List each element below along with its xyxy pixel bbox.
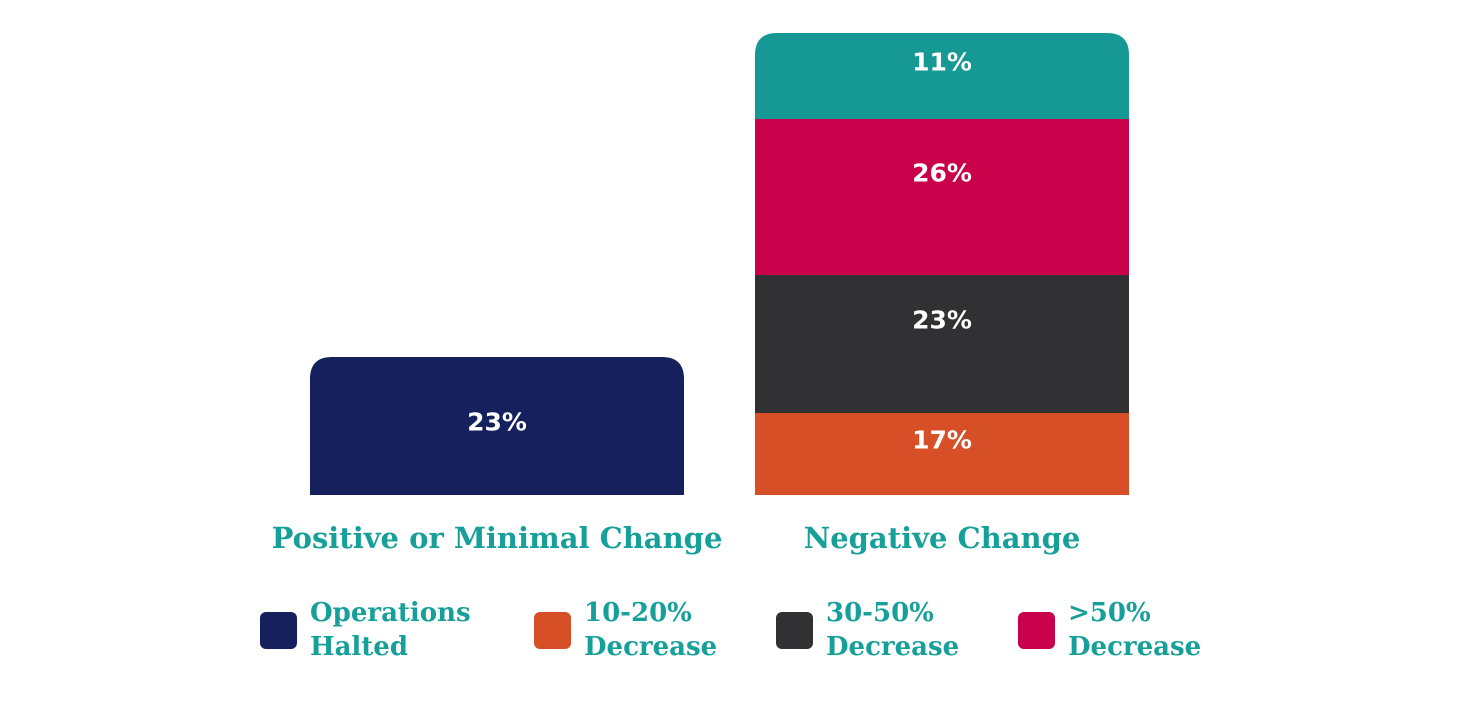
legend-item-10-20-decrease: 10-20% Decrease: [534, 596, 717, 664]
legend-label: >50% Decrease: [1068, 596, 1201, 664]
bar-segment-negative-change-50-decrease: [755, 99, 1129, 275]
segment-labels-group: 23% 17% 23% 26% 11%: [467, 48, 972, 455]
legend-swatch: [534, 612, 571, 649]
legend-label: 10-20% Decrease: [584, 596, 717, 664]
legend-label-line: 10-20%: [584, 598, 692, 628]
legend-label-line: 30-50%: [826, 598, 934, 628]
legend-label: Operations Halted: [310, 596, 471, 664]
legend-item-30-50-decrease: 30-50% Decrease: [776, 596, 959, 664]
legend-label-line: Halted: [310, 632, 409, 662]
data-label: 11%: [912, 48, 972, 77]
bars-group: [310, 33, 1129, 495]
legend-swatch: [776, 612, 813, 649]
legend-label: 30-50% Decrease: [826, 596, 959, 664]
bar-segment-negative-change-series-4: [755, 33, 1129, 119]
legend-label-line: Decrease: [1068, 632, 1202, 662]
legend-label-line: Decrease: [826, 632, 960, 662]
legend-label-line: Decrease: [584, 632, 718, 662]
legend-swatch: [1018, 612, 1055, 649]
data-label: 23%: [467, 408, 527, 437]
legend-label-line: >50%: [1068, 598, 1151, 628]
legend-item-operations-halted: Operations Halted: [260, 596, 471, 664]
category-label-positive-or-minimal-change: Positive or Minimal Change: [272, 521, 723, 555]
category-labels-group: Positive or Minimal Change Negative Chang…: [272, 521, 1081, 555]
bar-segment-negative-change-30-50-decrease: [755, 255, 1129, 413]
data-label: 23%: [912, 306, 972, 335]
legend: Operations Halted 10-20% Decrease 30-50%…: [0, 596, 1478, 666]
legend-label-line: Operations: [310, 598, 471, 628]
category-label-negative-change: Negative Change: [804, 521, 1081, 555]
bar-segment-positive-or-minimal-change-operations-halted: [310, 357, 684, 495]
bar-segment-negative-change-10-20-decrease: [755, 393, 1129, 495]
legend-item-over-50-decrease: >50% Decrease: [1018, 596, 1201, 664]
legend-swatch: [260, 612, 297, 649]
data-label: 26%: [912, 159, 972, 188]
data-label: 17%: [912, 426, 972, 455]
